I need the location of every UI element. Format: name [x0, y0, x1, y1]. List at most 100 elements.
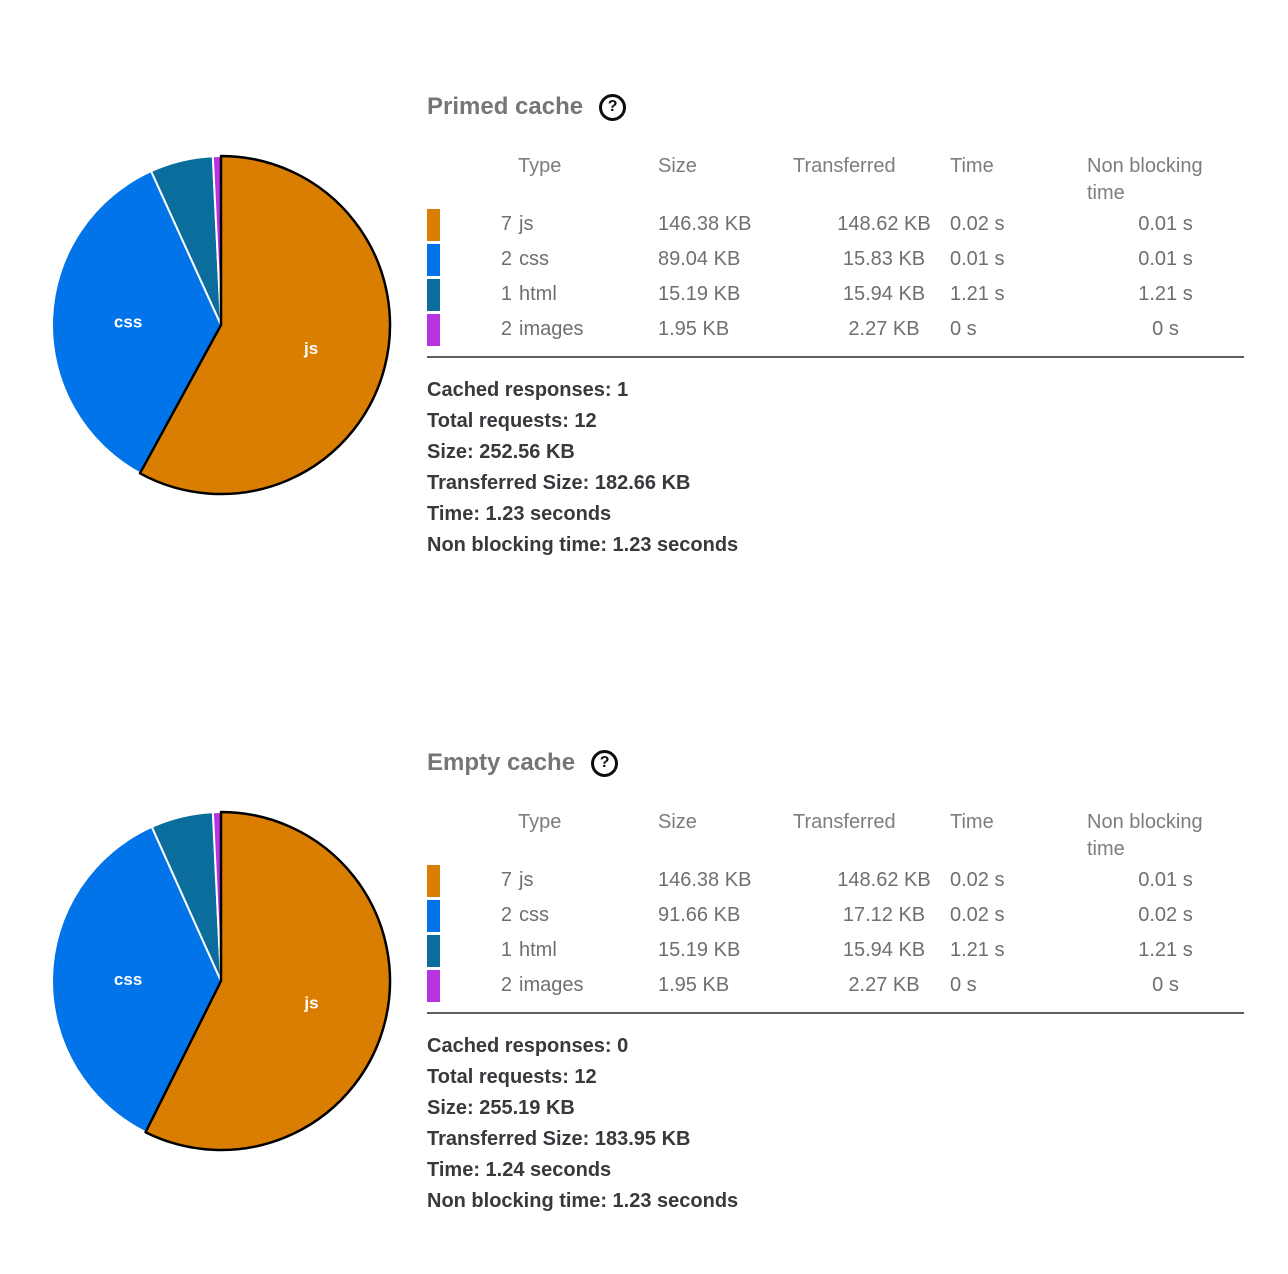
size-value: 146.38 KB: [658, 213, 752, 235]
resource-type: css: [519, 248, 549, 270]
time-value: 1.21 s: [950, 939, 1005, 961]
col-header-type: Type: [518, 811, 562, 833]
request-count: 1: [500, 283, 512, 305]
request-count: 2: [500, 248, 512, 270]
summary-line: Non blocking time: 1.23 seconds: [427, 534, 739, 556]
table-header-row: Type Size Transferred Time Non blocking …: [427, 150, 1244, 207]
size-value: 91.66 KB: [658, 904, 741, 926]
summary-line: Total requests: 12: [427, 410, 597, 432]
summary-line: Time: 1.24 seconds: [427, 1159, 612, 1181]
non-blocking-time-value: 0.01 s: [1138, 213, 1193, 235]
table-row: 7 js 146.38 KB 148.62 KB 0.02 s 0.01 s: [427, 863, 1244, 898]
col-header-size: Size: [658, 811, 697, 833]
size-value: 89.04 KB: [658, 248, 741, 270]
resource-type: js: [519, 213, 534, 235]
col-header-time: Time: [950, 811, 994, 833]
type-color-swatch: [427, 969, 440, 1002]
resource-type: html: [519, 939, 557, 961]
non-blocking-time-value: 0.01 s: [1138, 869, 1193, 891]
resource-type: html: [519, 283, 557, 305]
type-color-swatch: [427, 208, 440, 241]
table-row: 2 images 1.95 KB 2.27 KB 0 s 0 s: [427, 312, 1244, 347]
size-value: 146.38 KB: [658, 869, 752, 891]
summary-line: Size: 252.56 KB: [427, 441, 575, 463]
transferred-value: 2.27 KB: [848, 974, 920, 996]
pie-slice-css[interactable]: [51, 825, 222, 1134]
summary-line: Transferred Size: 183.95 KB: [427, 1128, 691, 1150]
col-header-non-blocking-time: Non blocking time: [1087, 811, 1203, 860]
request-count: 2: [500, 974, 512, 996]
help-icon[interactable]: ?: [591, 749, 619, 777]
summary-line: Time: 1.23 seconds: [427, 503, 612, 525]
size-value: 1.95 KB: [658, 318, 730, 340]
non-blocking-time-value: 0.02 s: [1138, 904, 1193, 926]
transferred-value: 148.62 KB: [837, 213, 931, 235]
summary-line: Cached responses: 1: [427, 379, 629, 401]
time-value: 0.02 s: [950, 213, 1005, 235]
primed-cache-section: js css Primed cache ? Type Size Transferr…: [50, 92, 1244, 556]
pie-slice-label-js: js: [303, 339, 318, 358]
summary-line: Transferred Size: 182.66 KB: [427, 472, 691, 494]
pie-slice-css[interactable]: [50, 170, 222, 475]
summary-line: Cached responses: 0: [427, 1035, 629, 1057]
pie-slice-js[interactable]: [144, 810, 392, 1152]
non-blocking-time-value: 0 s: [1152, 974, 1179, 996]
resource-type: css: [519, 904, 549, 926]
col-header-size: Size: [658, 155, 697, 177]
size-value: 15.19 KB: [658, 283, 741, 305]
type-color-swatch: [427, 278, 440, 311]
summary-line: Size: 255.19 KB: [427, 1097, 575, 1119]
summary-line: Non blocking time: 1.23 seconds: [427, 1190, 739, 1212]
col-header-time: Time: [950, 155, 994, 177]
type-color-swatch: [427, 899, 440, 932]
non-blocking-time-value: 0.01 s: [1138, 248, 1193, 270]
empty-cache-title-row: Empty cache ?: [427, 748, 619, 778]
pie-slice-js[interactable]: [138, 154, 392, 496]
section-title: Primed cache: [427, 93, 584, 120]
type-color-swatch: [427, 864, 440, 897]
empty-cache-pie-chart: js css: [51, 810, 392, 1152]
resource-type: images: [519, 318, 584, 340]
request-count: 1: [500, 939, 512, 961]
summary-line: Total requests: 12: [427, 1066, 597, 1088]
transferred-value: 148.62 KB: [837, 869, 931, 891]
transferred-value: 15.83 KB: [842, 248, 926, 270]
help-icon[interactable]: ?: [599, 93, 627, 121]
transferred-value: 17.12 KB: [842, 904, 926, 926]
non-blocking-time-value: 1.21 s: [1138, 939, 1193, 961]
time-value: 0 s: [950, 318, 977, 340]
primed-cache-title-row: Primed cache ?: [427, 92, 627, 122]
time-value: 0.01 s: [950, 248, 1005, 270]
non-blocking-time-value: 1.21 s: [1138, 283, 1193, 305]
table-row: 2 css 89.04 KB 15.83 KB 0.01 s 0.01 s: [427, 242, 1244, 277]
table-row: 2 images 1.95 KB 2.27 KB 0 s 0 s: [427, 968, 1244, 1003]
type-color-swatch: [427, 243, 440, 276]
request-count: 2: [500, 318, 512, 340]
resource-type: images: [519, 974, 584, 996]
section-title: Empty cache: [427, 749, 576, 776]
pie-slice-label-css: css: [114, 313, 142, 332]
pie-slice-label-css: css: [114, 970, 142, 989]
table-row: 7 js 146.38 KB 148.62 KB 0.02 s 0.01 s: [427, 207, 1244, 242]
table-row: 2 css 91.66 KB 17.12 KB 0.02 s 0.02 s: [427, 898, 1244, 933]
empty-cache-table: Type Size Transferred Time Non blocking …: [427, 806, 1244, 1003]
table-row: 1 html 15.19 KB 15.94 KB 1.21 s 1.21 s: [427, 277, 1244, 312]
time-value: 0.02 s: [950, 869, 1005, 891]
col-header-non-blocking-time: Non blocking time: [1087, 155, 1203, 204]
primed-cache-table: Type Size Transferred Time Non blocking …: [427, 150, 1244, 347]
table-row: 1 html 15.19 KB 15.94 KB 1.21 s 1.21 s: [427, 933, 1244, 968]
request-count: 2: [500, 904, 512, 926]
col-header-transferred: Transferred: [793, 155, 896, 177]
transferred-value: 15.94 KB: [842, 283, 926, 305]
resource-type: js: [519, 869, 534, 891]
transferred-value: 15.94 KB: [842, 939, 926, 961]
col-header-swatch: [427, 150, 441, 207]
request-count: 7: [500, 213, 512, 235]
empty-cache-summary: Cached responses: 0 Total requests: 12 S…: [427, 1031, 1244, 1217]
transferred-value: 2.27 KB: [848, 318, 920, 340]
size-value: 1.95 KB: [658, 974, 730, 996]
size-value: 15.19 KB: [658, 939, 741, 961]
time-value: 0.02 s: [950, 904, 1005, 926]
time-value: 1.21 s: [950, 283, 1005, 305]
